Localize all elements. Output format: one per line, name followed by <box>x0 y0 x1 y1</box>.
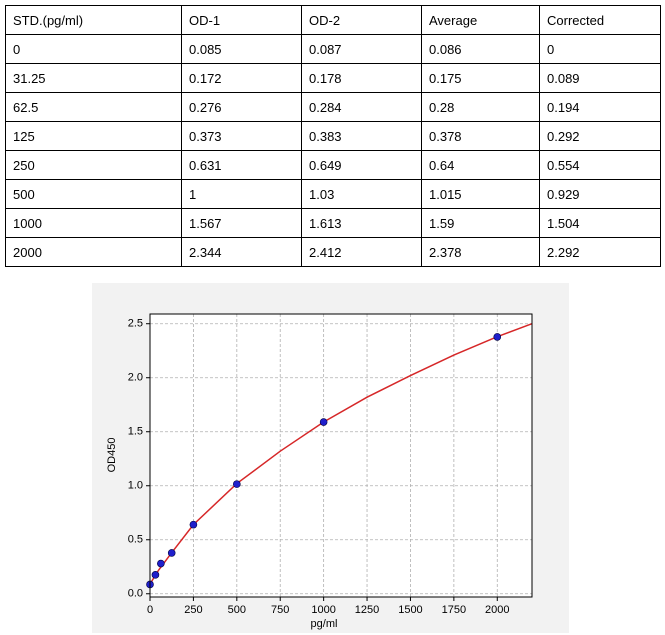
row: 125 0.373 0.383 0.378 0.292 <box>5 121 661 151</box>
cell: 0.175 <box>421 63 540 93</box>
x-tick-label: 1750 <box>442 604 466 616</box>
cell: 2.378 <box>421 237 540 267</box>
cell: 0.284 <box>301 92 422 122</box>
x-tick-label: 250 <box>184 604 202 616</box>
cell: OD-1 <box>181 5 302 35</box>
x-axis-label: pg/ml <box>311 618 338 630</box>
cell: 1.567 <box>181 208 302 238</box>
data-point <box>233 480 241 488</box>
y-tick-label: 0.5 <box>128 534 143 546</box>
cell: 125 <box>5 121 182 151</box>
cell: 0.276 <box>181 92 302 122</box>
cell: 1.015 <box>421 179 540 209</box>
row: 2000 2.344 2.412 2.378 2.292 <box>5 237 661 267</box>
cell: 250 <box>5 150 182 180</box>
y-tick-label: 0.0 <box>128 588 143 600</box>
cell: 1.59 <box>421 208 540 238</box>
y-tick-label: 1.0 <box>128 480 143 492</box>
y-tick-label: 2.5 <box>128 318 143 330</box>
cell: 0.383 <box>301 121 422 151</box>
chart: pg/ml OD450 0 250 500 750 1000 1250 1500 1750 20… <box>92 283 569 633</box>
y-tick-label: 1.5 <box>128 426 143 438</box>
y-tick-label: 2.0 <box>128 372 143 384</box>
data-point <box>189 520 198 529</box>
cell: 0 <box>5 34 182 64</box>
row: 0 0.085 0.087 0.086 0 <box>5 34 661 64</box>
cell: 2.412 <box>301 237 422 267</box>
row: 500 1 1.03 1.015 0.929 <box>5 179 661 209</box>
x-tick-label: 0 <box>147 604 153 616</box>
row: 1000 1.567 1.613 1.59 1.504 <box>5 208 661 238</box>
cell: 0.089 <box>539 63 661 93</box>
cell: OD-2 <box>301 5 422 35</box>
cell: 0.64 <box>421 150 540 180</box>
cell: 0.649 <box>301 150 422 180</box>
cell: 2.292 <box>539 237 661 267</box>
plot-frame <box>149 313 533 598</box>
row: 31.25 0.172 0.178 0.175 0.089 <box>5 63 661 93</box>
cell: 0.929 <box>539 179 661 209</box>
cell: 2000 <box>5 237 182 267</box>
cell: 1000 <box>5 208 182 238</box>
x-tick-label: 500 <box>228 604 246 616</box>
cell: 1 <box>181 179 302 209</box>
cell: STD.(pg/ml) <box>5 5 182 35</box>
data-point <box>157 559 165 568</box>
data-table: STD.(pg/ml) OD-1 OD-2 Average Corrected 0 0.08… <box>5 5 661 267</box>
cell: 31.25 <box>5 63 182 93</box>
row: 250 0.631 0.649 0.64 0.554 <box>5 150 661 180</box>
y-axis-label: OD450 <box>106 438 118 473</box>
x-tick-label: 1500 <box>398 604 422 616</box>
header-row: STD.(pg/ml) OD-1 OD-2 Average Corrected <box>5 5 661 35</box>
x-tick-label: 1000 <box>311 604 335 616</box>
data-point <box>319 418 328 426</box>
cell: 500 <box>5 179 182 209</box>
cell: 0.373 <box>181 121 302 151</box>
x-tick-label: 1250 <box>355 604 379 616</box>
cell: 1.504 <box>539 208 661 238</box>
cell: 1.03 <box>301 179 422 209</box>
cell: 0.28 <box>421 92 540 122</box>
cell: 0.172 <box>181 63 302 93</box>
cell: 0.194 <box>539 92 661 122</box>
x-tick-label: 2000 <box>485 604 509 616</box>
data-point <box>151 571 160 579</box>
row: 62.5 0.276 0.284 0.28 0.194 <box>5 92 661 122</box>
cell: Corrected <box>539 5 661 35</box>
cell: 0.086 <box>421 34 540 64</box>
cell: 0.554 <box>539 150 661 180</box>
data-point <box>493 333 502 341</box>
cell: 0.292 <box>539 121 661 151</box>
cell: 2.344 <box>181 237 302 267</box>
data-point <box>167 549 176 557</box>
cell: 0.631 <box>181 150 302 180</box>
cell: 0.178 <box>301 63 422 93</box>
cell: 0.378 <box>421 121 540 151</box>
cell: 0 <box>539 34 661 64</box>
cell: Average <box>421 5 540 35</box>
plot-area <box>150 314 532 597</box>
cell: 62.5 <box>5 92 182 122</box>
x-tick-label: 750 <box>271 604 289 616</box>
cell: 0.085 <box>181 34 302 64</box>
cell: 0.087 <box>301 34 422 64</box>
cell: 1.613 <box>301 208 422 238</box>
